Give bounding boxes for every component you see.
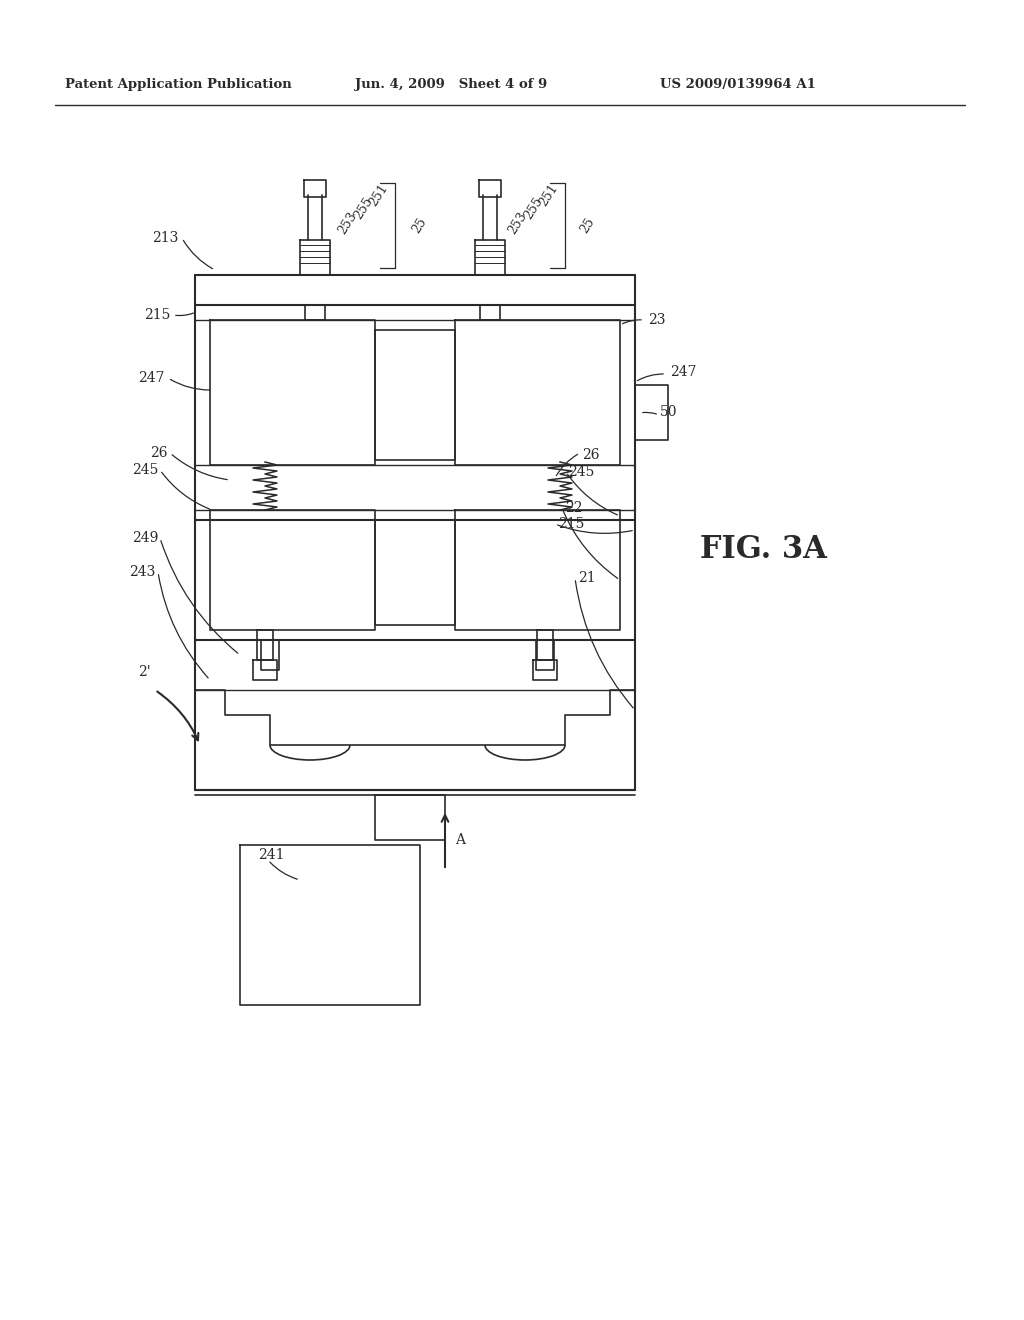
Text: 26: 26	[582, 447, 599, 462]
Text: 253: 253	[336, 210, 359, 236]
Text: 23: 23	[648, 313, 666, 327]
Text: 213: 213	[152, 231, 178, 246]
Text: 247: 247	[670, 366, 696, 379]
Text: 251: 251	[537, 182, 561, 209]
Text: 21: 21	[578, 572, 596, 585]
Text: 255: 255	[522, 194, 546, 222]
Text: 26: 26	[151, 446, 168, 459]
Text: 50: 50	[660, 405, 678, 418]
Text: 215: 215	[143, 308, 170, 322]
Text: FIG. 3A: FIG. 3A	[700, 535, 826, 565]
Text: 245: 245	[568, 465, 594, 479]
Text: 251: 251	[367, 182, 391, 209]
Text: A: A	[455, 833, 465, 847]
Text: Jun. 4, 2009   Sheet 4 of 9: Jun. 4, 2009 Sheet 4 of 9	[355, 78, 547, 91]
Text: 241: 241	[258, 847, 285, 862]
Text: 247: 247	[138, 371, 165, 385]
Text: 25: 25	[578, 215, 597, 235]
Text: US 2009/0139964 A1: US 2009/0139964 A1	[660, 78, 816, 91]
Text: 255: 255	[352, 194, 376, 222]
Text: 245: 245	[132, 463, 158, 477]
Text: Patent Application Publication: Patent Application Publication	[65, 78, 292, 91]
Text: 215: 215	[558, 517, 585, 531]
Text: 253: 253	[506, 210, 529, 236]
Text: 249: 249	[132, 531, 158, 545]
Text: 2': 2'	[138, 665, 151, 678]
Text: 22: 22	[565, 502, 583, 515]
Text: 25: 25	[410, 215, 429, 235]
Text: 243: 243	[129, 565, 155, 579]
